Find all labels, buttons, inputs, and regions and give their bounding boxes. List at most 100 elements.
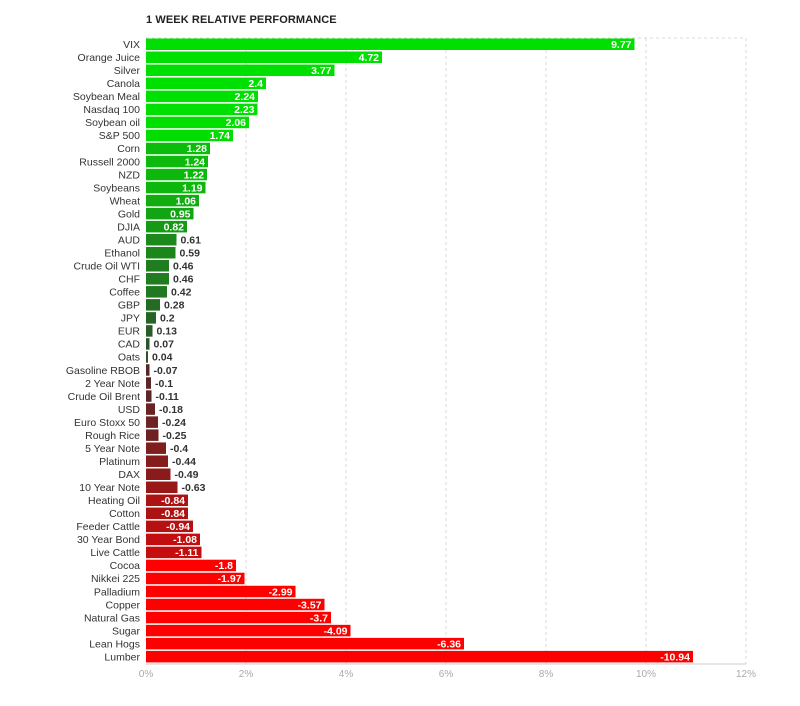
category-label-2-year-note: 2 Year Note bbox=[85, 378, 140, 390]
category-label-heating-oil: Heating Oil bbox=[88, 495, 140, 507]
category-label-nasdaq-100: Nasdaq 100 bbox=[83, 104, 140, 116]
category-label-silver: Silver bbox=[114, 65, 141, 77]
bar-eur[interactable] bbox=[146, 325, 153, 337]
value-label-usd: -0.18 bbox=[159, 404, 183, 416]
bar-russell-2000[interactable] bbox=[146, 155, 208, 168]
bar-silver[interactable] bbox=[146, 64, 335, 77]
x-tick-label: 8% bbox=[539, 669, 554, 680]
value-label-2-year-note: -0.1 bbox=[155, 378, 173, 390]
bar-ethanol[interactable] bbox=[146, 246, 176, 259]
bar-aud[interactable] bbox=[146, 233, 177, 246]
value-label-gbp: 0.28 bbox=[164, 300, 185, 312]
bar-wheat[interactable] bbox=[146, 194, 199, 207]
category-label-rough-rice: Rough Rice bbox=[85, 430, 140, 442]
value-label-vix: 9.77 bbox=[611, 39, 632, 51]
bar-gold[interactable] bbox=[146, 207, 194, 220]
bar-cotton[interactable] bbox=[146, 507, 188, 520]
bar-lean-hogs[interactable] bbox=[146, 637, 464, 650]
bar-corn[interactable] bbox=[146, 142, 210, 155]
value-label-jpy: 0.2 bbox=[160, 313, 175, 325]
bar-cocoa[interactable] bbox=[146, 559, 236, 572]
bar-live-cattle[interactable] bbox=[146, 546, 202, 559]
bar-coffee[interactable] bbox=[146, 286, 167, 298]
bar-natural-gas[interactable] bbox=[146, 611, 331, 624]
value-label-live-cattle: -1.11 bbox=[175, 547, 199, 559]
bar-5-year-note[interactable] bbox=[146, 442, 166, 454]
bar-copper[interactable] bbox=[146, 598, 325, 611]
bar-soybean-meal[interactable] bbox=[146, 90, 258, 103]
bar-30-year-bond[interactable] bbox=[146, 533, 200, 546]
bar-gbp[interactable] bbox=[146, 299, 160, 311]
bar-2-year-note[interactable] bbox=[146, 377, 151, 389]
category-label-platinum: Platinum bbox=[99, 456, 140, 468]
value-label-russell-2000: 1.24 bbox=[185, 156, 206, 168]
category-label-wheat: Wheat bbox=[110, 195, 140, 207]
bar-orange-juice[interactable] bbox=[146, 51, 382, 64]
value-label-chf: 0.46 bbox=[173, 274, 194, 286]
bar-soybeans[interactable] bbox=[146, 181, 206, 194]
bar-soybean-oil[interactable] bbox=[146, 116, 249, 129]
category-label-eur: EUR bbox=[118, 326, 141, 338]
category-label-vix: VIX bbox=[123, 39, 140, 51]
category-label-cotton: Cotton bbox=[109, 508, 140, 520]
bar-jpy[interactable] bbox=[146, 312, 156, 324]
bar-sugar[interactable] bbox=[146, 624, 351, 637]
category-label-lean-hogs: Lean Hogs bbox=[89, 638, 140, 650]
value-label-coffee: 0.42 bbox=[171, 287, 192, 299]
bar-10-year-note[interactable] bbox=[146, 481, 178, 494]
bar-dax[interactable] bbox=[146, 468, 171, 480]
value-label-sugar: -4.09 bbox=[324, 625, 348, 637]
category-label-aud: AUD bbox=[118, 234, 141, 246]
bar-vix[interactable] bbox=[146, 38, 635, 51]
category-label-ethanol: Ethanol bbox=[104, 247, 140, 259]
value-label-crude-oil-wti: 0.46 bbox=[173, 261, 194, 273]
bar-crude-oil-brent[interactable] bbox=[146, 390, 152, 402]
category-label-orange-juice: Orange Juice bbox=[78, 52, 141, 64]
category-label-soybean-oil: Soybean oil bbox=[85, 117, 140, 129]
value-label-wheat: 1.06 bbox=[176, 195, 197, 207]
value-label-gold: 0.95 bbox=[170, 208, 191, 220]
bar-djia[interactable] bbox=[146, 220, 187, 233]
category-label-cad: CAD bbox=[118, 339, 141, 351]
bar-nzd[interactable] bbox=[146, 168, 207, 181]
bar-canola[interactable] bbox=[146, 77, 266, 90]
value-label-layer: 9.774.723.772.42.242.232.061.741.281.241… bbox=[152, 39, 690, 663]
value-label-orange-juice: 4.72 bbox=[359, 52, 380, 64]
x-tick-label: 12% bbox=[736, 669, 756, 680]
x-tick-label: 0% bbox=[139, 669, 154, 680]
bar-palladium[interactable] bbox=[146, 585, 296, 598]
value-label-rough-rice: -0.25 bbox=[163, 430, 187, 442]
category-label-live-cattle: Live Cattle bbox=[90, 547, 140, 559]
bar-heating-oil[interactable] bbox=[146, 494, 188, 507]
category-label-lumber: Lumber bbox=[104, 651, 140, 663]
bar-platinum[interactable] bbox=[146, 455, 168, 467]
bar-gasoline-rbob[interactable] bbox=[146, 364, 150, 376]
x-axis-tick-layer: 0% 2% 4% 6% 8% 10% 12% bbox=[139, 669, 756, 680]
category-label-sandp-500: S&P 500 bbox=[99, 130, 140, 142]
bar-feeder-cattle[interactable] bbox=[146, 520, 193, 533]
value-label-gasoline-rbob: -0.07 bbox=[154, 365, 178, 377]
bar-lumber[interactable] bbox=[146, 650, 693, 663]
value-label-lean-hogs: -6.36 bbox=[437, 638, 461, 650]
bar-nikkei-225[interactable] bbox=[146, 572, 245, 585]
bar-crude-oil-wti[interactable] bbox=[146, 260, 169, 272]
value-label-cad: 0.07 bbox=[154, 339, 175, 351]
category-label-sugar: Sugar bbox=[112, 625, 141, 637]
value-label-dax: -0.49 bbox=[175, 469, 199, 481]
category-label-jpy: JPY bbox=[121, 313, 140, 325]
bar-layer bbox=[146, 38, 693, 663]
bar-rough-rice[interactable] bbox=[146, 429, 159, 441]
bar-chf[interactable] bbox=[146, 273, 169, 285]
bar-oats[interactable] bbox=[146, 351, 148, 363]
value-label-eur: 0.13 bbox=[157, 326, 178, 338]
category-label-nzd: NZD bbox=[118, 169, 140, 181]
category-label-10-year-note: 10 Year Note bbox=[79, 482, 140, 494]
chart-title: 1 WEEK RELATIVE PERFORMANCE bbox=[146, 14, 337, 26]
bar-cad[interactable] bbox=[146, 338, 150, 350]
bar-usd[interactable] bbox=[146, 403, 155, 415]
bar-nasdaq-100[interactable] bbox=[146, 103, 258, 116]
bar-euro-stoxx-50[interactable] bbox=[146, 416, 158, 428]
value-label-soybeans: 1.19 bbox=[182, 182, 203, 194]
bar-sandp-500[interactable] bbox=[146, 129, 233, 142]
